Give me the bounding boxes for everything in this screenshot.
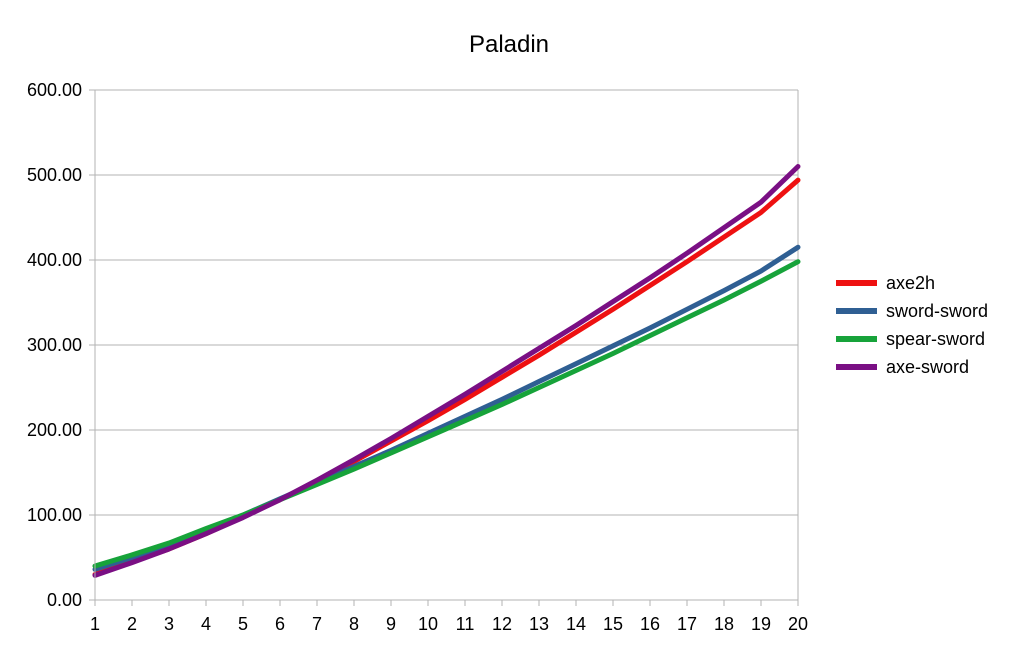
x-tick-label: 5 [238, 614, 248, 634]
x-tick-label: 19 [751, 614, 771, 634]
series-line-axe-sword [95, 167, 798, 576]
x-tick-label: 4 [201, 614, 211, 634]
y-tick-label: 400.00 [27, 250, 82, 270]
legend-label-spear-sword: spear-sword [886, 329, 985, 349]
y-tick-label: 600.00 [27, 80, 82, 100]
x-tick-label: 18 [714, 614, 734, 634]
y-tick-label: 200.00 [27, 420, 82, 440]
legend-label-axe-sword: axe-sword [886, 357, 969, 377]
x-tick-label: 14 [566, 614, 586, 634]
x-tick-label: 8 [349, 614, 359, 634]
chart-title: Paladin [469, 31, 549, 58]
x-tick-label: 17 [677, 614, 697, 634]
legend-label-sword-sword: sword-sword [886, 301, 988, 321]
x-tick-label: 9 [386, 614, 396, 634]
x-tick-label: 6 [275, 614, 285, 634]
x-tick-label: 13 [529, 614, 549, 634]
y-tick-label: 300.00 [27, 335, 82, 355]
x-tick-label: 1 [90, 614, 100, 634]
legend: axe2h sword-sword spear-sword axe-sword [836, 273, 988, 377]
x-tick-label: 2 [127, 614, 137, 634]
y-tick-label: 100.00 [27, 505, 82, 525]
series-lines [95, 167, 798, 576]
x-tick-label: 7 [312, 614, 322, 634]
x-tick-label: 3 [164, 614, 174, 634]
x-tick-label: 15 [603, 614, 623, 634]
legend-label-axe2h: axe2h [886, 273, 935, 293]
x-tick-label: 11 [456, 614, 475, 634]
x-tick-label: 10 [418, 614, 438, 634]
grid [95, 90, 798, 600]
x-tick-label: 20 [788, 614, 808, 634]
x-tick-label: 16 [640, 614, 660, 634]
x-tick-label: 12 [492, 614, 512, 634]
y-tick-label: 500.00 [27, 165, 82, 185]
y-tick-label: 0.00 [47, 590, 82, 610]
